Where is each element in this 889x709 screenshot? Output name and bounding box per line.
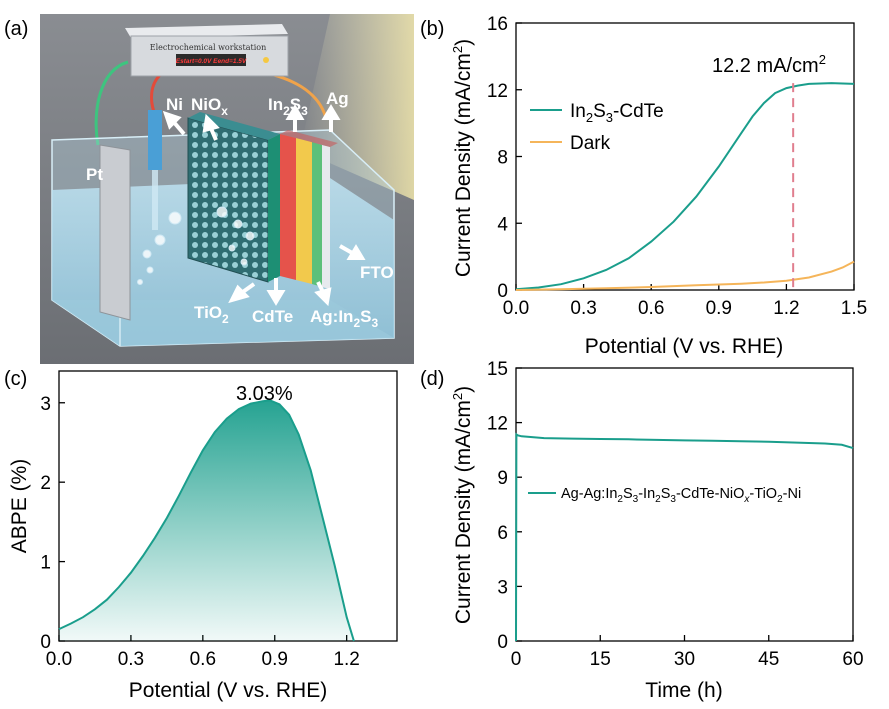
- label-fto: FTO: [360, 263, 394, 282]
- series-line-in2s3-cdte: [515, 82, 855, 291]
- legend-segment-1: 2: [617, 494, 623, 505]
- x-axis-label-b: Potential (V vs. RHE): [585, 335, 783, 358]
- abpe-area-fill: [59, 400, 354, 641]
- chart-b: (b) 0.0 0.3 0.6 0.9 1.2 1.5 0 4 8 12 16 12.2 mA/c…: [420, 14, 867, 358]
- x-tick-label-d-4: 60: [842, 649, 863, 670]
- x-tick-label-c-2: 0.6: [190, 649, 216, 670]
- label-ag-in2s3: Ag:In2S3: [310, 307, 378, 330]
- panel-label-a: (a): [4, 18, 28, 40]
- label-arrows: [162, 104, 366, 307]
- y-axis-d: 0 3 6 9 12 15: [487, 359, 522, 653]
- abpe-curve: [58, 399, 355, 642]
- wire-red-1: [150, 73, 162, 113]
- x-axis-b: 0.0 0.3 0.6 0.9 1.2 1.5: [503, 284, 867, 319]
- stability-curve: [515, 432, 854, 642]
- x-tick-label-c-3: 0.9: [262, 649, 288, 670]
- label-ni: Ni: [166, 95, 183, 114]
- x-tick-label-d-0: 0: [511, 649, 522, 670]
- legend-label-in2s3-cdte: In2S3-CdTe: [570, 101, 664, 125]
- label-pt: Pt: [86, 165, 103, 184]
- workstation-screen: Estart=0.0V Eend=1.5V: [176, 58, 247, 65]
- x-tick-label-b-5: 1.5: [841, 298, 867, 319]
- x-axis-label-c: Potential (V vs. RHE): [129, 679, 327, 702]
- legend-segment-4: -In: [638, 486, 655, 502]
- y-axis-b: 0 4 8 12 16: [487, 14, 522, 302]
- x-tick-label-d-2: 30: [674, 649, 695, 670]
- y-tick-label-b-4: 16: [487, 14, 508, 35]
- chart-c: (c) 0.0 0.3 0.6 0.9 1.2 0 1 2 3 3.03% Potential…: [4, 368, 398, 702]
- legend-segment-8: -CdTe-NiO: [676, 486, 744, 502]
- y-tick-label-c-2: 2: [40, 473, 51, 494]
- y-tick-label-d-4: 12: [487, 414, 508, 435]
- legend-segment-0: Ag-Ag:In: [561, 486, 617, 502]
- pt-electrode: [99, 144, 131, 321]
- y-axis-label-b: Current Density (mA/cm2): [450, 39, 475, 277]
- y-tick-label-d-1: 3: [497, 577, 508, 598]
- y-tick-label-d-5: 15: [487, 359, 508, 380]
- legend-segment-3: 3: [633, 494, 639, 505]
- x-tick-label-b-1: 0.3: [570, 298, 596, 319]
- reference-electrode: [148, 110, 162, 170]
- legend-d: Ag-Ag:In2S3-In2S3-CdTe-NiOx-TiO2-Ni: [528, 486, 801, 505]
- legend-segment-5: 2: [655, 494, 661, 505]
- y-axis-c: 0 1 2 3: [40, 394, 65, 653]
- y-tick-label-c-0: 0: [40, 632, 51, 653]
- photoelectrode-stack: [187, 112, 338, 289]
- schematic-panel: Electrochemical workstation Estart=0.0V …: [4, 14, 414, 364]
- y-tick-label-d-0: 0: [497, 632, 508, 653]
- x-tick-label-c-0: 0.0: [46, 649, 72, 670]
- legend-segment-6: S: [661, 486, 671, 502]
- x-tick-label-d-3: 45: [758, 649, 779, 670]
- legend-segment-9: x: [743, 494, 750, 505]
- x-tick-label-c-4: 1.2: [333, 649, 359, 670]
- label-in2s3: In2S3: [268, 95, 308, 118]
- y-tick-label-b-2: 8: [497, 148, 508, 169]
- legend-b: In2S3-CdTe Dark: [530, 101, 664, 154]
- x-tick-label-b-0: 0.0: [503, 298, 529, 319]
- bubbles: [137, 206, 255, 285]
- wire-green: [94, 60, 129, 146]
- workstation-title: Electrochemical workstation: [150, 43, 267, 52]
- annotation-12-2: 12.2 mA/cm2: [712, 52, 826, 77]
- x-tick-label-b-3: 0.9: [706, 298, 732, 319]
- label-cdte: CdTe: [252, 307, 293, 326]
- x-axis-label-d: Time (h): [645, 679, 722, 702]
- y-tick-label-d-2: 6: [497, 523, 508, 544]
- y-axis-label-d: Current Density (mA/cm2): [450, 386, 475, 624]
- y-tick-label-c-1: 1: [40, 553, 51, 574]
- panel-label-b: (b): [420, 18, 444, 40]
- electrochemical-workstation: Electrochemical workstation Estart=0.0V …: [125, 24, 289, 77]
- legend-segment-7: 3: [670, 494, 676, 505]
- legend-label-stability: Ag-Ag:In2S3-In2S3-CdTe-NiOx-TiO2-Ni: [561, 486, 801, 505]
- legend-segment-2: S: [623, 486, 633, 502]
- x-axis-d: 0 15 30 45 60: [511, 635, 864, 670]
- y-tick-label-b-1: 4: [497, 214, 508, 235]
- series-line-dark: [515, 260, 855, 291]
- y-tick-label-c-3: 3: [40, 394, 51, 415]
- label-niox: NiOx: [191, 95, 228, 118]
- legend-segment-10: -TiO: [749, 486, 777, 502]
- y-tick-label-b-0: 0: [497, 281, 508, 302]
- legend-segment-11: 2: [777, 494, 783, 505]
- annotation-3-03: 3.03%: [236, 383, 293, 405]
- panel-label-c: (c): [4, 368, 27, 390]
- x-tick-label-c-1: 0.3: [118, 649, 144, 670]
- x-tick-label-d-1: 15: [590, 649, 611, 670]
- y-axis-label-c: ABPE (%): [8, 459, 31, 554]
- x-tick-label-b-4: 1.2: [773, 298, 799, 319]
- legend-label-dark: Dark: [570, 133, 611, 154]
- panel-label-d: (d): [420, 368, 444, 390]
- x-tick-label-b-2: 0.6: [638, 298, 664, 319]
- label-ag: Ag: [326, 89, 349, 108]
- y-tick-label-d-3: 9: [497, 468, 508, 489]
- legend-segment-12: -Ni: [783, 486, 802, 502]
- label-tio2: TiO2: [194, 303, 229, 326]
- y-tick-label-b-3: 12: [487, 81, 508, 102]
- plot-frame-d: [515, 367, 854, 642]
